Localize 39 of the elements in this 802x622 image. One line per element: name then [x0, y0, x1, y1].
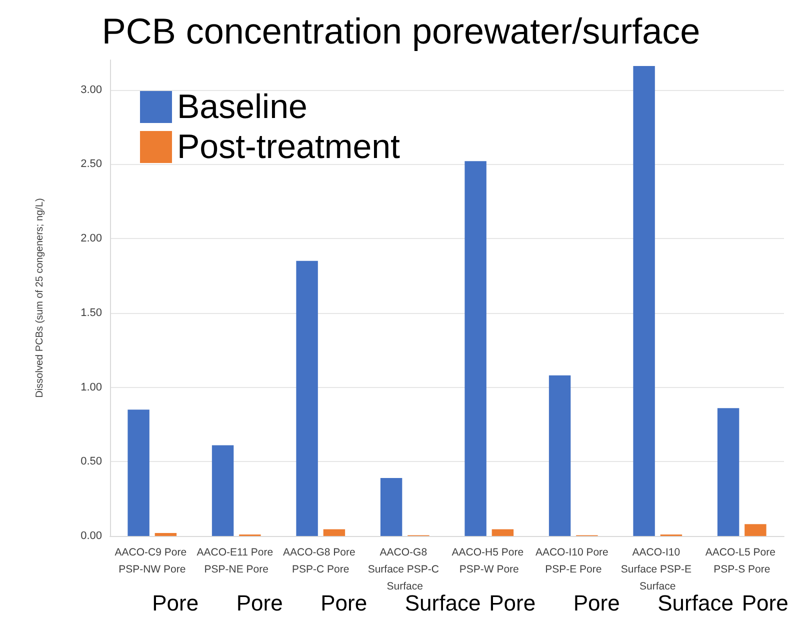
- y-tick-label: 1.00: [80, 381, 102, 394]
- y-tick-label: 0.50: [80, 456, 102, 468]
- bar: [717, 408, 740, 536]
- bar: [323, 529, 346, 536]
- y-tick-label: 0.00: [80, 530, 102, 542]
- y-tick-label: 2.00: [80, 232, 102, 244]
- x-tick-label: AACO-G8 Pore PSP-C Pore: [282, 546, 358, 576]
- y-tick-label: 2.50: [80, 158, 102, 170]
- text: Surface: [404, 590, 481, 616]
- legend-label: Baseline: [177, 88, 308, 126]
- bar: [492, 529, 514, 536]
- bar: [212, 445, 234, 536]
- text: Pore: [236, 590, 283, 616]
- bar: [744, 524, 766, 536]
- bar: [380, 478, 402, 536]
- text: Pore: [489, 590, 536, 616]
- text: Pore: [152, 590, 199, 616]
- x-tick-label: AACO-G8 Surface PSP-C Surface: [368, 546, 442, 592]
- bar: [548, 375, 571, 536]
- bar: [464, 161, 486, 536]
- bar: [296, 260, 318, 536]
- y-tick-label: 3.00: [80, 84, 102, 96]
- y-axis-title: Dissolved PCBs (sum of 25 congeners; ng/L): [34, 198, 46, 398]
- x-tick-label: AACO-I10 Pore PSP-E Pore: [535, 546, 612, 576]
- legend-label: Post-treatment: [177, 128, 401, 166]
- x-tick-label: AACO-I10 Surface PSP-E Surface: [620, 546, 694, 592]
- text: Pore: [573, 590, 620, 616]
- x-tick-label: AACO-L5 Pore PSP-S Pore: [705, 546, 778, 576]
- x-tick-label: AACO-E11 Pore PSP-NE Pore: [196, 546, 276, 576]
- y-tick-label: 1.50: [80, 306, 102, 319]
- text: Pore: [320, 590, 368, 616]
- chart-title: PCB concentration porewater/surface: [102, 10, 700, 52]
- bar: [633, 66, 655, 536]
- x-tick-label: AACO-H5 Pore PSP-W Pore: [452, 546, 526, 576]
- text: Surface: [658, 590, 734, 616]
- bar: [154, 533, 177, 536]
- x-tick-label: AACO-C9 Pore PSP-NW Pore: [114, 546, 190, 576]
- text: Pore: [742, 590, 788, 616]
- bar: [128, 410, 150, 536]
